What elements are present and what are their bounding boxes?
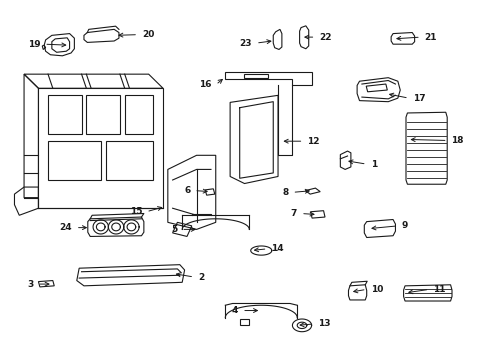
- Text: 21: 21: [424, 33, 436, 42]
- Text: 2: 2: [198, 273, 204, 282]
- Text: 24: 24: [59, 223, 72, 232]
- Text: 1: 1: [370, 159, 376, 168]
- Text: 6: 6: [183, 186, 190, 195]
- Text: 20: 20: [142, 30, 154, 39]
- Text: 9: 9: [401, 221, 407, 230]
- Text: 19: 19: [28, 40, 41, 49]
- Text: 4: 4: [231, 306, 238, 315]
- Text: 5: 5: [171, 225, 177, 234]
- Text: 8: 8: [282, 188, 288, 197]
- Text: 12: 12: [306, 137, 319, 146]
- Text: 18: 18: [450, 136, 463, 145]
- Text: 22: 22: [319, 33, 331, 42]
- Text: 11: 11: [432, 285, 445, 294]
- Text: 17: 17: [412, 94, 425, 103]
- Text: 13: 13: [318, 319, 330, 328]
- Text: 10: 10: [370, 285, 382, 294]
- Text: 14: 14: [271, 244, 284, 253]
- Text: 23: 23: [239, 39, 252, 48]
- Text: 15: 15: [130, 207, 142, 216]
- Text: 16: 16: [199, 80, 211, 89]
- Text: 7: 7: [290, 209, 297, 218]
- Text: 3: 3: [27, 280, 34, 289]
